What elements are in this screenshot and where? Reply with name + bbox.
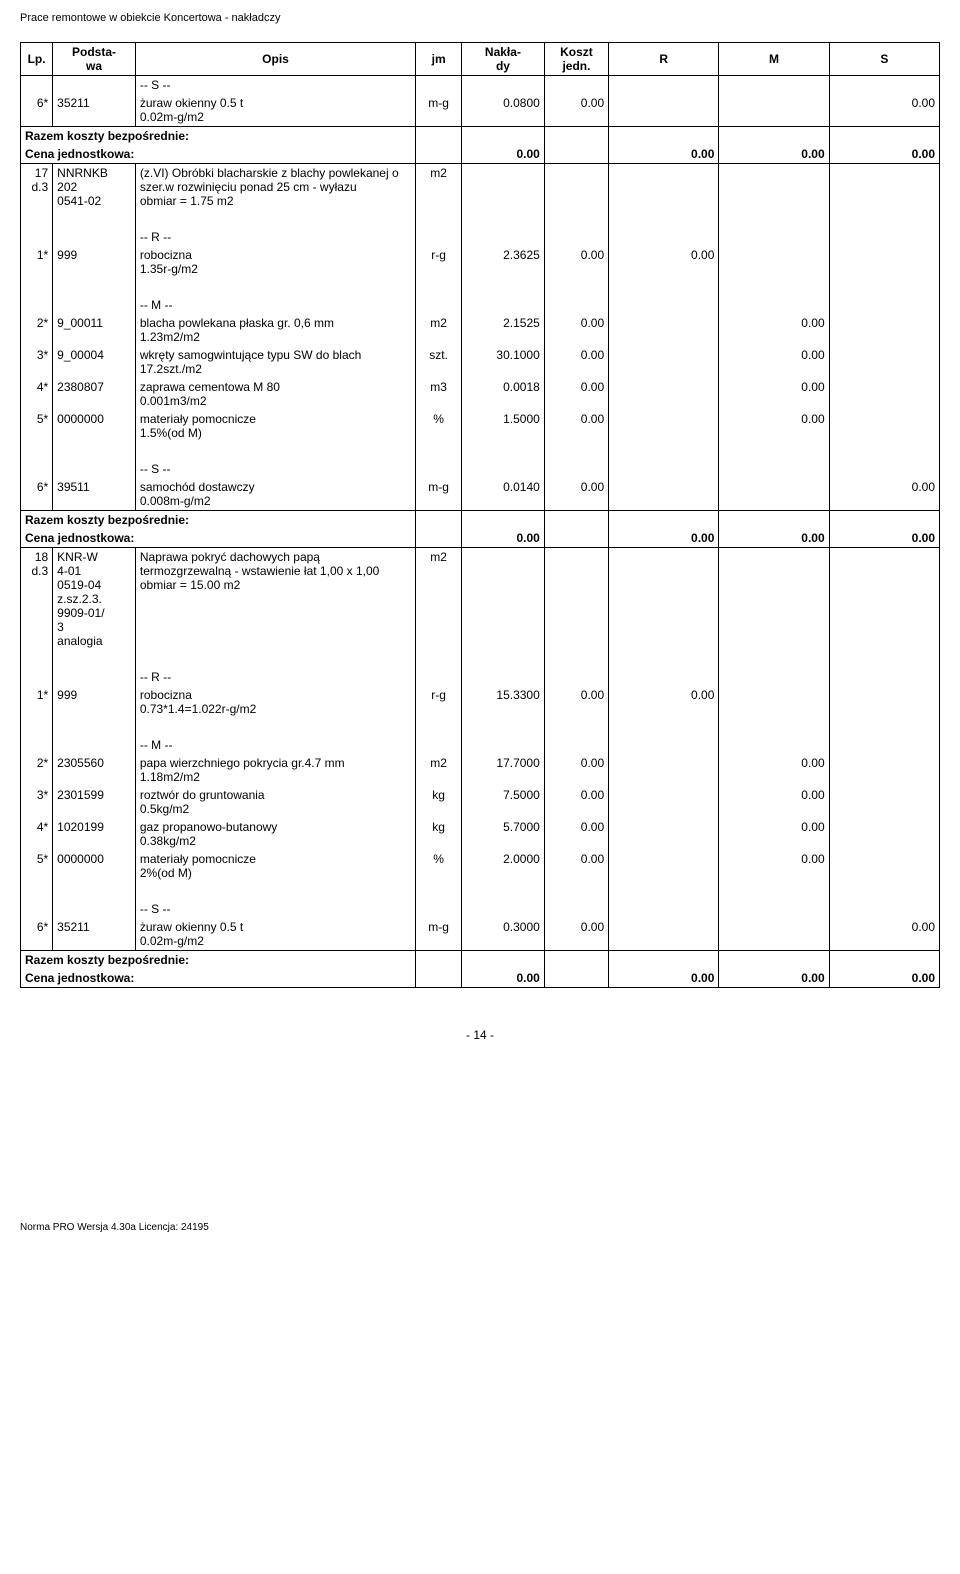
table-row: 4*2380807zaprawa cementowa M 800.001m3/m… xyxy=(21,378,940,410)
table-row: -- S -- xyxy=(21,76,940,95)
table-row: Cena jednostkowa:0.000.000.000.00 xyxy=(21,145,940,164)
table-row: -- R -- xyxy=(21,228,940,246)
col-jm: jm xyxy=(416,43,462,76)
table-row xyxy=(21,442,940,460)
col-m: M xyxy=(719,43,829,76)
col-r: R xyxy=(609,43,719,76)
table-row: 5*0000000materiały pomocnicze2%(od M)%2.… xyxy=(21,850,940,882)
table-row: -- R -- xyxy=(21,668,940,686)
table-row: 1*999robocizna1.35r-g/m2r-g2.36250.000.0… xyxy=(21,246,940,278)
col-lp: Lp. xyxy=(21,43,53,76)
table-row: Cena jednostkowa:0.000.000.000.00 xyxy=(21,529,940,548)
table-row: Razem koszty bezpośrednie: xyxy=(21,127,940,146)
table-row: -- S -- xyxy=(21,900,940,918)
table-row xyxy=(21,882,940,900)
page-number: - 14 - xyxy=(20,1028,940,1042)
table-row xyxy=(21,210,940,228)
table-row: -- M -- xyxy=(21,736,940,754)
table-row xyxy=(21,278,940,296)
table-row: 17d.3NNRNKB2020541-02(z.VI) Obróbki blac… xyxy=(21,164,940,211)
table-row: 3*2301599roztwór do gruntowania0.5kg/m2k… xyxy=(21,786,940,818)
col-naklady: Nakła- dy xyxy=(462,43,545,76)
table-row: Razem koszty bezpośrednie: xyxy=(21,951,940,970)
page-header: Prace remontowe w obiekcie Koncertowa - … xyxy=(20,12,940,24)
table-row: 18d.3KNR-W4-010519-04z.sz.2.3.9909-01/3a… xyxy=(21,548,940,651)
table-row: 5*0000000materiały pomocnicze1.5%(od M)%… xyxy=(21,410,940,442)
table-row: 2*2305560papa wierzchniego pokrycia gr.4… xyxy=(21,754,940,786)
table-row: 2*9_00011blacha powlekana płaska gr. 0,6… xyxy=(21,314,940,346)
cost-table: Lp. Podsta- wa Opis jm Nakła- dy Koszt j… xyxy=(20,42,940,988)
footer-text: Norma PRO Wersja 4.30a Licencja: 24195 xyxy=(20,1222,940,1233)
table-row: 6*35211żuraw okienny 0.5 t0.02m-g/m2m-g0… xyxy=(21,918,940,951)
table-row: Cena jednostkowa:0.000.000.000.00 xyxy=(21,969,940,988)
col-koszt: Koszt jedn. xyxy=(544,43,608,76)
table-header-row: Lp. Podsta- wa Opis jm Nakła- dy Koszt j… xyxy=(21,43,940,76)
col-s: S xyxy=(829,43,939,76)
table-row: 6*35211żuraw okienny 0.5 t0.02m-g/m2m-g0… xyxy=(21,94,940,127)
table-row: 1*999robocizna0.73*1.4=1.022r-g/m2r-g15.… xyxy=(21,686,940,718)
table-row: 6*39511samochód dostawczy0.008m-g/m2m-g0… xyxy=(21,478,940,511)
table-row: 4*1020199gaz propanowo-butanowy0.38kg/m2… xyxy=(21,818,940,850)
col-podstawa: Podsta- wa xyxy=(53,43,136,76)
table-row: Razem koszty bezpośrednie: xyxy=(21,511,940,530)
table-row: 3*9_00004wkręty samogwintujące typu SW d… xyxy=(21,346,940,378)
table-row xyxy=(21,650,940,668)
col-opis: Opis xyxy=(135,43,415,76)
table-row: -- S -- xyxy=(21,460,940,478)
table-row xyxy=(21,718,940,736)
table-row: -- M -- xyxy=(21,296,940,314)
